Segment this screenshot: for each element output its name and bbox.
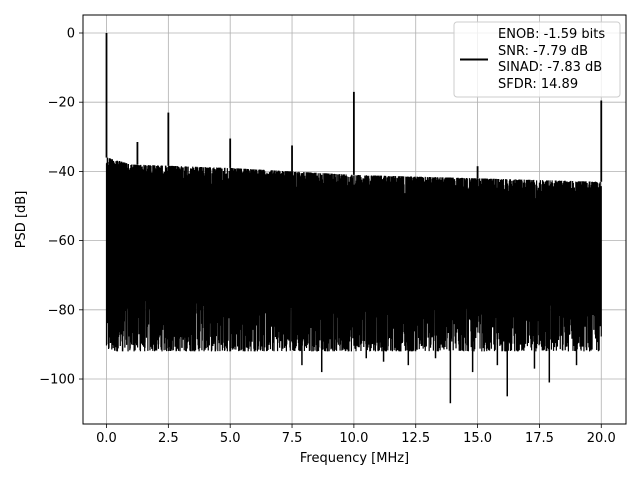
legend-label-sinad: SINAD: -7.83 dB [498, 60, 602, 75]
y-tick-label: −20 [48, 96, 75, 111]
legend-box [453, 21, 621, 98]
x-tick-label: 15.0 [463, 431, 492, 446]
x-tick-label: 0.0 [96, 431, 117, 446]
y-axis-label: PSD [dB] [14, 191, 29, 249]
legend: ENOB: -1.59 bits SNR: -7.79 dB SINAD: -7… [453, 21, 621, 98]
y-tick-label: −40 [48, 165, 75, 180]
ticks: 0.0 2.5 5.0 7.5 10.0 12.5 15.0 17.5 20.0 0 −20 −40 −… [39, 26, 615, 446]
y-tick-label: 0 [67, 26, 75, 41]
x-axis-label: Frequency [MHz] [300, 451, 409, 466]
x-tick-label: 10.0 [339, 431, 368, 446]
x-tick-label: 5.0 [220, 431, 241, 446]
y-tick-label: −60 [48, 234, 75, 249]
legend-label-snr: SNR: -7.79 dB [498, 44, 588, 59]
y-tick-label: −100 [39, 373, 75, 388]
y-tick-label: −80 [48, 303, 75, 318]
legend-label-enob: ENOB: -1.59 bits [498, 27, 605, 42]
x-tick-label: 2.5 [158, 431, 179, 446]
psd-noise-trace [105, 157, 602, 352]
x-tick-label: 20.0 [587, 431, 616, 446]
axes-frame [82, 14, 627, 425]
plot-area [105, 32, 603, 404]
x-tick-label: 7.5 [282, 431, 303, 446]
legend-label-sfdr: SFDR: 14.89 [498, 77, 578, 92]
x-tick-label: 17.5 [525, 431, 554, 446]
x-tick-label: 12.5 [401, 431, 430, 446]
